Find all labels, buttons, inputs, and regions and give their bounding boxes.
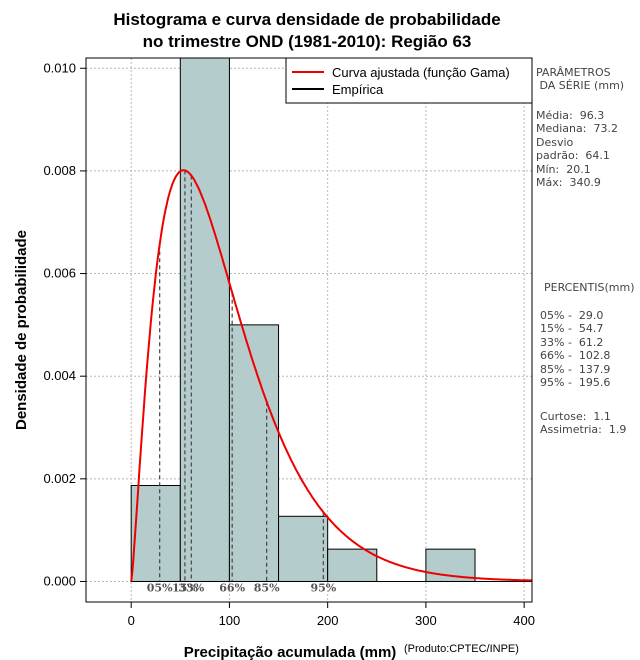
x-tick-label: 300 xyxy=(415,613,437,628)
y-axis-label: Densidade de probabilidade xyxy=(13,230,30,430)
legend-box xyxy=(285,57,533,104)
x-tick-label: 100 xyxy=(219,613,241,628)
histogram-bars xyxy=(130,57,532,582)
legend: Curva ajustada (função Gama) Empírica xyxy=(285,57,533,104)
histogram-bar xyxy=(327,548,378,582)
percentile-lines: 05% 15%33% 66% 85% 95% xyxy=(147,170,337,594)
y-tick-label: 0.008 xyxy=(43,163,76,178)
legend-label-empirical: Empírica xyxy=(332,82,384,97)
params-title: PARÂMETROS DA SÉRIE (mm) xyxy=(536,66,625,93)
credit-label: (Produto:CPTEC/INPE) xyxy=(404,643,519,655)
percentile-label: 66% xyxy=(219,581,245,594)
percentile-label: 85% xyxy=(254,581,280,594)
shape-stats: Curtose: 1.1 Assimetria: 1.9 xyxy=(540,410,627,437)
y-tick-label: 0.006 xyxy=(43,266,76,281)
x-axis-label: Precipitação acumulada (mm) xyxy=(184,644,397,660)
percentile-label: 33% xyxy=(178,581,204,594)
chart-title-line2: no trimestre OND (1981-2010): Região 63 xyxy=(143,32,472,51)
percentile-label: 95% xyxy=(310,581,336,594)
y-tick-label: 0.004 xyxy=(43,368,76,383)
x-tick-label: 400 xyxy=(513,613,535,628)
y-axis: 0.000 0.002 0.004 0.006 0.008 0.010 xyxy=(43,60,86,588)
y-tick-label: 0.000 xyxy=(43,573,76,588)
y-tick-label: 0.002 xyxy=(43,471,76,486)
x-tick-label: 0 xyxy=(128,613,135,628)
params-values: Média: 96.3 Mediana: 73.2 Desvio padrão:… xyxy=(536,109,618,190)
histogram-bar xyxy=(278,515,329,582)
y-tick-label: 0.010 xyxy=(43,60,76,75)
histogram-bar xyxy=(130,485,181,582)
histogram-bar xyxy=(179,57,230,582)
x-axis: 0 100 200 300 400 xyxy=(128,602,535,628)
chart-title-line1: Histograma e curva densidade de probabil… xyxy=(113,10,500,29)
percentis-values: 05% - 29.0 15% - 54.7 33% - 61.2 66% - 1… xyxy=(540,309,611,390)
x-tick-label: 200 xyxy=(317,613,339,628)
percentile-label: 15% xyxy=(172,581,198,594)
percentile-label: 05% xyxy=(147,581,173,594)
gamma-curve xyxy=(130,169,533,582)
percentis-title: PERCENTIS(mm) xyxy=(544,281,635,294)
legend-label-curve: Curva ajustada (função Gama) xyxy=(332,65,510,80)
